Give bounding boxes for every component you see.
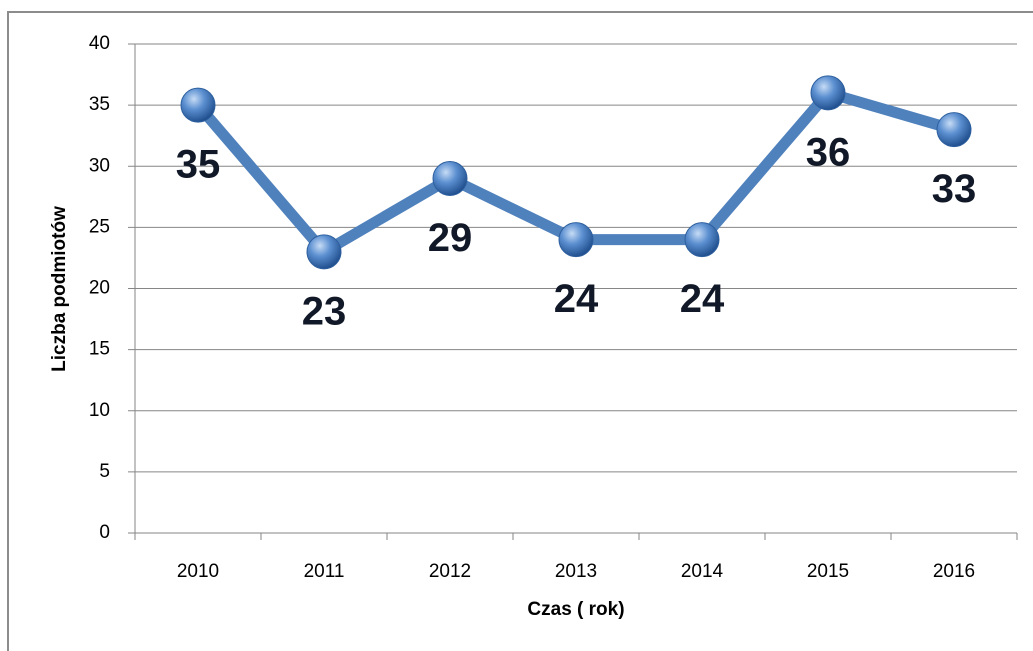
data-label: 29 [428, 216, 473, 260]
data-point [936, 112, 972, 148]
x-tick-label: 2012 [429, 561, 471, 582]
y-tick-label: 40 [89, 33, 110, 54]
data-label: 36 [806, 130, 851, 174]
y-tick-label: 0 [99, 522, 110, 543]
x-tick-label: 2016 [933, 561, 975, 582]
y-tick-label: 5 [99, 461, 110, 482]
data-point [684, 222, 720, 258]
y-tick-label: 20 [89, 278, 110, 299]
x-tick-label: 2013 [555, 561, 597, 582]
y-tick-label: 25 [89, 216, 110, 237]
data-label: 35 [176, 143, 221, 187]
data-point [558, 222, 594, 258]
y-axis-title: Liczba podmiotów [49, 206, 70, 372]
y-tick-label: 35 [89, 94, 110, 115]
y-tick-label: 10 [89, 400, 110, 421]
data-label: 24 [680, 277, 725, 321]
y-tick-label: 30 [89, 155, 110, 176]
x-tick-label: 2014 [681, 561, 724, 582]
data-point [306, 234, 342, 270]
x-tick-label: 2015 [807, 561, 849, 582]
data-point [432, 160, 468, 196]
x-tick-label: 2010 [177, 561, 219, 582]
y-tick-label: 15 [89, 339, 110, 360]
data-label: 33 [932, 167, 977, 211]
data-point [180, 87, 216, 123]
data-label: 23 [302, 289, 347, 333]
chart-frame [7, 11, 1033, 651]
x-axis-title: Czas ( rok) [527, 599, 624, 620]
x-tick-label: 2011 [304, 561, 345, 582]
data-point [810, 75, 846, 111]
data-label: 24 [554, 277, 599, 321]
